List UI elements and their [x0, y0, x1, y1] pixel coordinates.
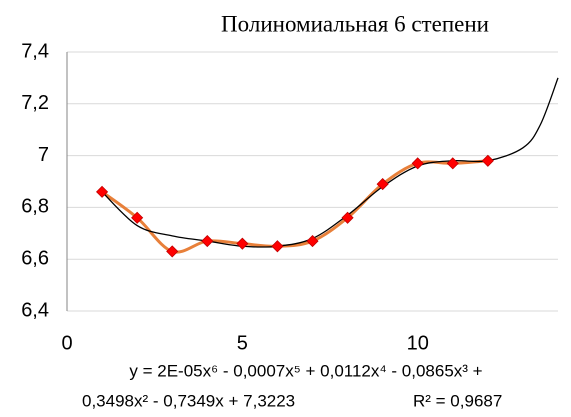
- marker: [201, 235, 214, 248]
- marker: [341, 211, 354, 224]
- y-tick-label: 7: [38, 144, 49, 166]
- r-squared: R² = 0,9687: [413, 391, 502, 410]
- x-tick-label: 0: [61, 332, 72, 354]
- marker: [446, 157, 459, 170]
- series-line: [101, 159, 488, 254]
- marker: [131, 211, 144, 224]
- y-tick-label: 6,4: [21, 299, 49, 321]
- marker: [96, 185, 109, 198]
- equation: 0,3498x² - 0,7349x + 7,3223: [82, 391, 295, 410]
- y-tick-label: 7,4: [21, 40, 49, 62]
- marker: [376, 178, 389, 191]
- marker: [271, 240, 284, 253]
- equation: y = 2E-05x⁶ - 0,0007x⁵ + 0,0112x⁴ - 0,08…: [129, 361, 482, 380]
- y-tick-label: 7,2: [21, 92, 49, 114]
- marker: [236, 237, 249, 250]
- x-tick-label: 10: [407, 332, 429, 354]
- marker: [411, 157, 424, 170]
- marker: [306, 235, 319, 248]
- x-tick-label: 5: [237, 332, 248, 354]
- chart-title: Полиномиальная 6 степени: [221, 11, 489, 36]
- marker: [481, 154, 494, 167]
- y-tick-label: 6,6: [21, 247, 49, 269]
- y-tick-label: 6,8: [21, 196, 49, 218]
- marker: [166, 245, 179, 258]
